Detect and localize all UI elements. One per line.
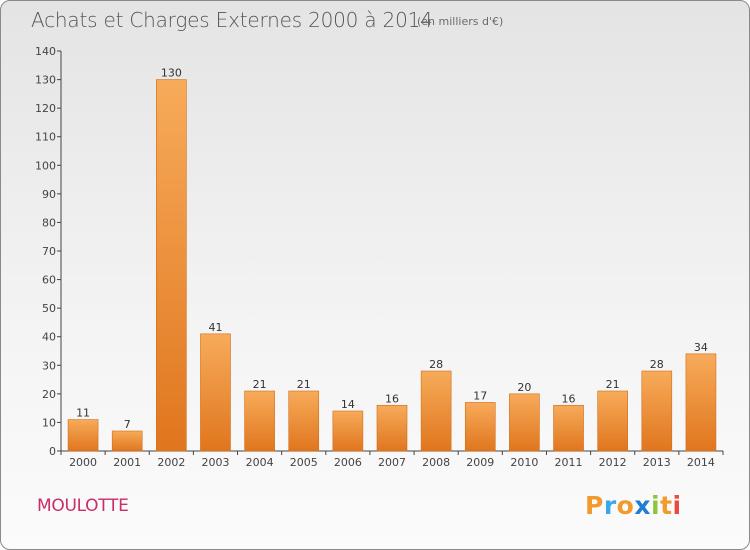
bar (553, 404, 584, 452)
bar (509, 393, 540, 452)
x-tick-label: 2005 (290, 456, 318, 469)
commune-name: MOULOTTE (37, 496, 129, 516)
bar-value-label: 34 (694, 341, 708, 354)
bar (420, 370, 452, 452)
x-tick-label: 2011 (555, 456, 583, 469)
logo-letter: P (585, 491, 604, 520)
bar (641, 370, 673, 452)
x-tick-label: 2008 (422, 456, 450, 469)
bar-value-label: 16 (385, 392, 399, 405)
x-tick-label: 2000 (69, 456, 97, 469)
logo-letter: r (603, 491, 617, 520)
x-tick-label: 2006 (334, 456, 362, 469)
bars-group: 11 7 130 41 21 21 14 16 28 17 20 16 21 28 34 (67, 67, 717, 452)
x-tick-label: 2013 (643, 456, 671, 469)
bar-value-label: 21 (253, 378, 267, 391)
bar-value-label: 16 (562, 392, 576, 405)
x-tick-label: 2003 (201, 456, 229, 469)
x-axis: 2000 2001 2002 2003 2004 2005 2006 2007 2008 2009… (60, 450, 724, 469)
y-axis: 0 10 20 30 40 50 60 70 80 90 100 110 120 130 140 (35, 45, 62, 458)
bar (288, 390, 320, 452)
y-tick-label: 70 (42, 245, 56, 258)
y-tick-label: 50 (42, 302, 56, 315)
bar-value-label: 20 (517, 381, 531, 394)
bar (156, 79, 187, 452)
x-tick-label: 2014 (687, 456, 715, 469)
x-tick-label: 2010 (510, 456, 538, 469)
bar-value-label: 41 (208, 321, 222, 334)
y-tick-label: 10 (42, 416, 56, 429)
y-tick-label: 60 (42, 274, 56, 287)
logo-letter: t (660, 491, 673, 520)
bar (111, 430, 143, 452)
bar (597, 390, 628, 452)
x-tick-label: 2007 (378, 456, 406, 469)
bar-value-label: 17 (473, 389, 487, 402)
proxiti-logo[interactable]: Proxiti (585, 491, 682, 520)
bar-value-label: 14 (341, 398, 355, 411)
bar-value-label: 21 (606, 378, 620, 391)
y-tick-label: 40 (42, 331, 56, 344)
x-tick-label: 2002 (157, 456, 185, 469)
bar (67, 419, 99, 452)
y-tick-label: 140 (35, 45, 56, 58)
x-tick-label: 2012 (599, 456, 627, 469)
bar-value-label: 28 (650, 358, 664, 371)
bar-value-label: 130 (161, 67, 182, 80)
logo-letter: o (616, 491, 635, 520)
y-tick-label: 100 (35, 159, 56, 172)
y-tick-label: 110 (35, 131, 56, 144)
bar-value-label: 11 (76, 407, 90, 420)
y-tick-label: 90 (42, 188, 56, 201)
bar (244, 390, 275, 452)
logo-letter: x (634, 491, 651, 520)
x-tick-label: 2009 (466, 456, 494, 469)
bar-value-label: 28 (429, 358, 443, 371)
y-tick-label: 0 (49, 445, 56, 458)
bar (685, 353, 717, 452)
bar-value-label: 7 (124, 418, 131, 431)
bar-value-label: 21 (297, 378, 311, 391)
bar (464, 402, 496, 452)
y-tick-label: 30 (42, 359, 56, 372)
bar (332, 410, 364, 452)
chart-title: Achats et Charges Externes 2000 à 2014 (31, 8, 433, 32)
logo-letter: i (651, 491, 661, 520)
y-tick-label: 130 (35, 74, 56, 87)
y-tick-label: 80 (42, 216, 56, 229)
chart-unit-note: (en milliers d'€) (417, 15, 504, 28)
bar (200, 333, 231, 452)
logo-letter: i (672, 491, 682, 520)
x-tick-label: 2004 (246, 456, 274, 469)
bar (376, 404, 408, 452)
y-tick-label: 20 (42, 388, 56, 401)
y-tick-label: 120 (35, 102, 56, 115)
x-tick-label: 2001 (113, 456, 141, 469)
